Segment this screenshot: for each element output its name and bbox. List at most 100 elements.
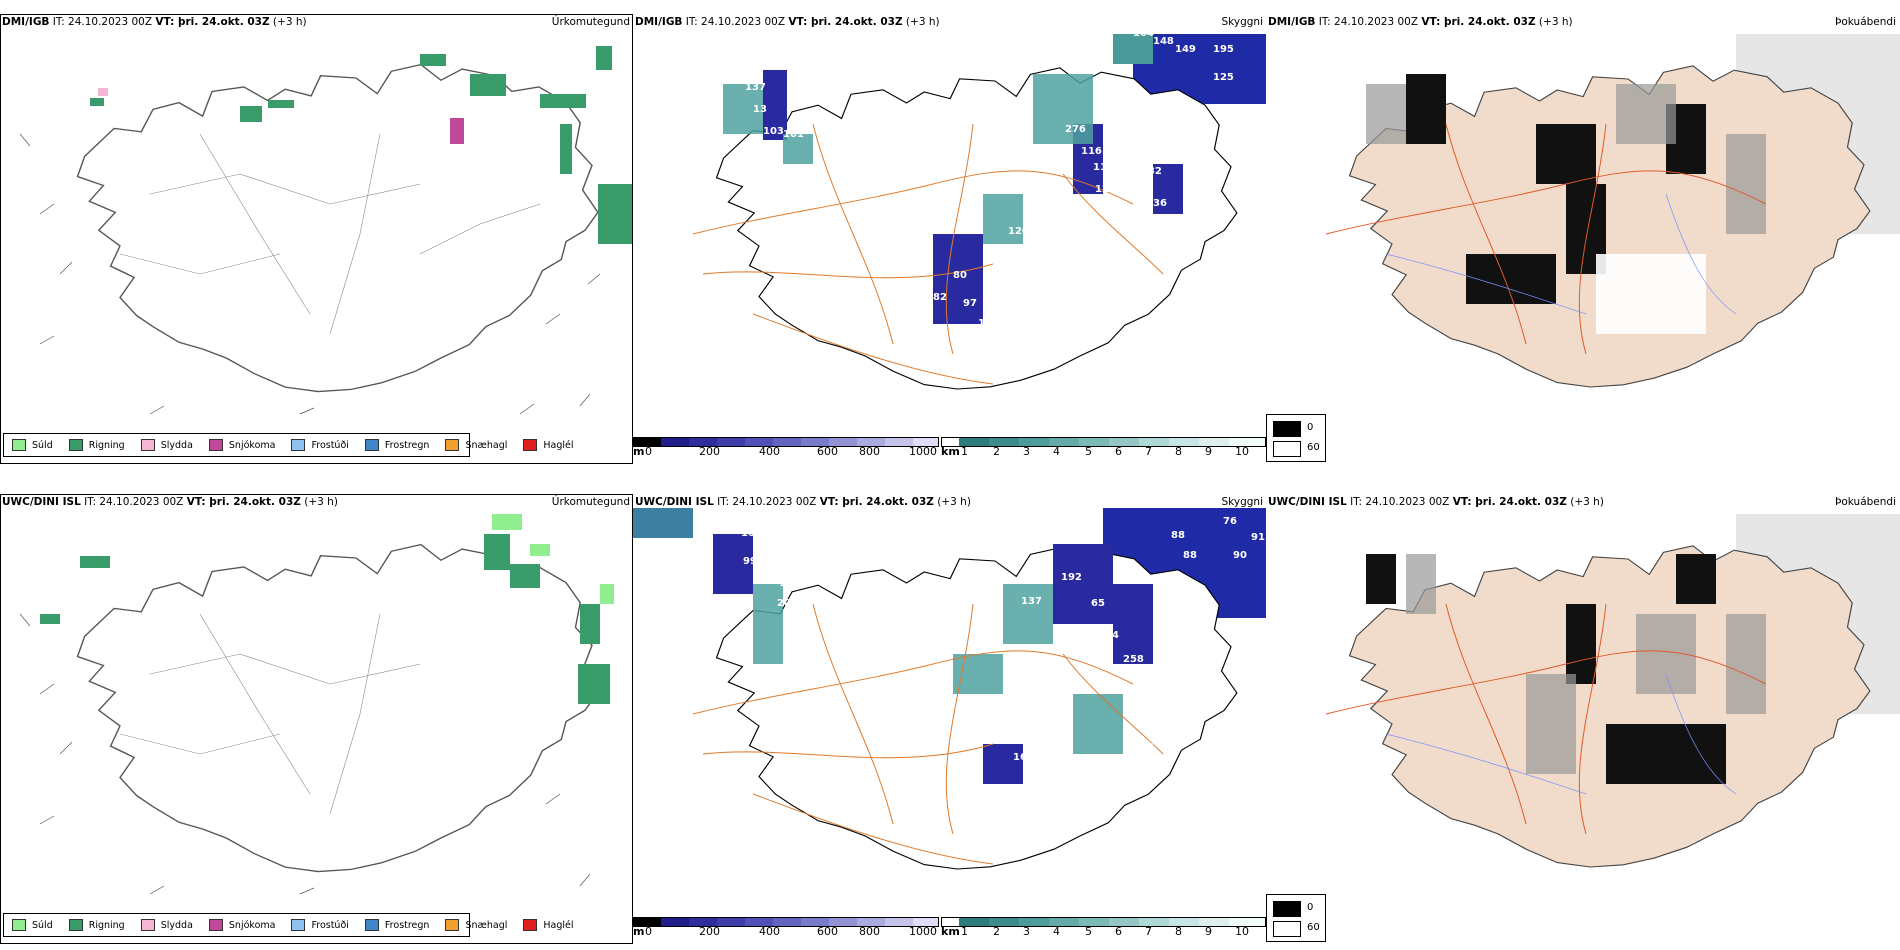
- height-tick: 600: [817, 445, 838, 458]
- visibility-value: 526: [983, 706, 1004, 717]
- legend-item-frostudi: Frostúði: [291, 919, 349, 931]
- height-colorbar-ramp: [633, 917, 939, 927]
- init-time: IT: 24.10.2023 00Z: [52, 16, 153, 28]
- visibility-value: 36: [1153, 198, 1167, 209]
- legend-label: Rigning: [88, 919, 125, 931]
- visibility-value: 65: [1091, 598, 1105, 609]
- legend-swatch: [523, 919, 538, 931]
- fog-swatch-light: [1273, 921, 1301, 937]
- model-name: DMI/IGB: [2, 16, 50, 28]
- legend-item-sudl: Súld: [12, 439, 53, 451]
- model-name: UWC/DINI ISL: [1268, 496, 1347, 508]
- legend-item-snaehagl: Snæhagl: [445, 919, 507, 931]
- forecast-offset: (+3 h): [1538, 16, 1573, 28]
- precip-legend: Súld Rigning Slydda Snjókoma Frostúði Fr…: [3, 913, 574, 937]
- panel-header: DMI/IGB IT: 24.10.2023 00Z VT: þri. 24.o…: [2, 16, 307, 28]
- legend-item-rigning: Rigning: [68, 439, 125, 451]
- legend-swatch: [523, 439, 538, 451]
- km-tick: 1: [961, 445, 968, 458]
- height-unit: m: [633, 445, 645, 458]
- km-colorbar-ramp: [941, 437, 1266, 447]
- km-tick: 4: [1053, 445, 1060, 458]
- fog-swatch-light: [1273, 441, 1301, 457]
- km-tick: 4: [1053, 925, 1060, 938]
- forecast-offset: (+3 h): [272, 16, 307, 28]
- visibility-value: 103: [763, 126, 784, 137]
- model-name: DMI/IGB: [1268, 16, 1316, 28]
- visibility-value: 95: [1173, 500, 1187, 511]
- legend-label: Haglél: [543, 439, 574, 451]
- visibility-value: 97: [963, 298, 977, 309]
- precip-panel-bottom: UWC/DINI ISL IT: 24.10.2023 00Z VT: þri.…: [0, 494, 633, 944]
- km-colorbar: km 1 2 3 4 5 6 7 8 9 10: [941, 437, 1266, 469]
- legend-label: Rigning: [88, 439, 125, 451]
- visibility-value: 101: [978, 318, 999, 329]
- model-name: UWC/DINI ISL: [635, 496, 714, 508]
- legend-swatch: [364, 919, 379, 931]
- legend-swatch: [364, 439, 379, 451]
- height-tick: 1000: [909, 925, 937, 938]
- init-time: IT: 24.10.2023 00Z: [717, 496, 817, 508]
- fog-label-light: 60: [1307, 922, 1320, 933]
- legend-item-frostregn: Frostregn: [364, 439, 430, 451]
- legend-label: Súld: [32, 919, 53, 931]
- legend-label: Slydda: [160, 439, 193, 451]
- fog-legend-top: 0 60: [1266, 414, 1326, 462]
- legend-item-hagel: Haglél: [523, 439, 574, 451]
- km-tick: 3: [1023, 445, 1030, 458]
- forecast-offset: (+3 h): [1570, 496, 1604, 508]
- visibility-value: 82: [933, 292, 947, 303]
- init-time: IT: 24.10.2023 00Z: [685, 16, 786, 28]
- height-tick: 0: [645, 445, 652, 458]
- legend-label: Súld: [32, 439, 53, 451]
- visibility-value: 132: [1141, 166, 1162, 177]
- precip-panel-top: DMI/IGB IT: 24.10.2023 00Z VT: þri. 24.o…: [0, 14, 633, 464]
- panel-header: UWC/DINI ISL IT: 24.10.2023 00Z VT: þri.…: [635, 496, 971, 508]
- valid-time: VT: þri. 24.okt. 03Z: [819, 496, 934, 508]
- visibility-value: 123: [1133, 742, 1154, 753]
- valid-time: VT: þri. 24.okt. 03Z: [155, 16, 270, 28]
- km-tick: 7: [1145, 925, 1152, 938]
- km-tick: 2: [993, 445, 1000, 458]
- visibility-value: 120: [1008, 226, 1029, 237]
- visibility-value: 91: [1251, 532, 1265, 543]
- visibility-title: Skyggni: [1221, 496, 1264, 508]
- visibility-value: 121: [1095, 184, 1116, 195]
- visibility-value: 149: [1175, 44, 1196, 55]
- legend-label: Haglél: [543, 919, 574, 931]
- legend-swatch: [208, 439, 223, 451]
- panel-header: DMI/IGB IT: 24.10.2023 00Z VT: þri. 24.o…: [1268, 16, 1573, 28]
- precip-title: Úrkomutegund: [551, 16, 630, 28]
- visibility-value: 163: [1013, 752, 1034, 763]
- visibility-value: 116: [1081, 146, 1102, 157]
- legend-swatch: [140, 439, 155, 451]
- legend-label: Frostregn: [384, 439, 430, 451]
- km-tick: 3: [1023, 925, 1030, 938]
- visibility-value: 13: [753, 104, 767, 115]
- height-colorbar: m 0 200 400 600 800 1000: [633, 917, 939, 949]
- visibility-value: 97: [775, 556, 789, 567]
- visibility-panel-bottom: UWC/DINI ISL IT: 24.10.2023 00Z VT: þri.…: [633, 494, 1266, 944]
- legend-item-sudl: Súld: [12, 919, 53, 931]
- km-tick: 2: [993, 925, 1000, 938]
- legend-swatch: [291, 919, 306, 931]
- km-tick: 5: [1085, 445, 1092, 458]
- legend-swatch: [291, 439, 306, 451]
- visibility-title: Skyggni: [1221, 16, 1264, 28]
- legend-item-snjokoma: Snjókoma: [208, 919, 275, 931]
- forecast-offset: (+3 h): [937, 496, 971, 508]
- fog-map: [1325, 34, 1900, 388]
- legend-item-slydda: Slydda: [140, 439, 193, 451]
- legend-label: Slydda: [160, 919, 193, 931]
- height-tick: 400: [759, 925, 780, 938]
- init-time: IT: 24.10.2023 00Z: [84, 496, 184, 508]
- fog-title: Þokuábendi: [1835, 16, 1896, 28]
- precip-map: [0, 14, 633, 464]
- km-colorbar-ramp: [941, 917, 1266, 927]
- legend-swatch: [68, 919, 83, 931]
- height-tick: 400: [759, 445, 780, 458]
- init-time: IT: 24.10.2023 00Z: [1318, 16, 1419, 28]
- legend-item-frostregn: Frostregn: [364, 919, 429, 931]
- legend-swatch: [445, 439, 460, 451]
- km-tick: 10: [1235, 445, 1249, 458]
